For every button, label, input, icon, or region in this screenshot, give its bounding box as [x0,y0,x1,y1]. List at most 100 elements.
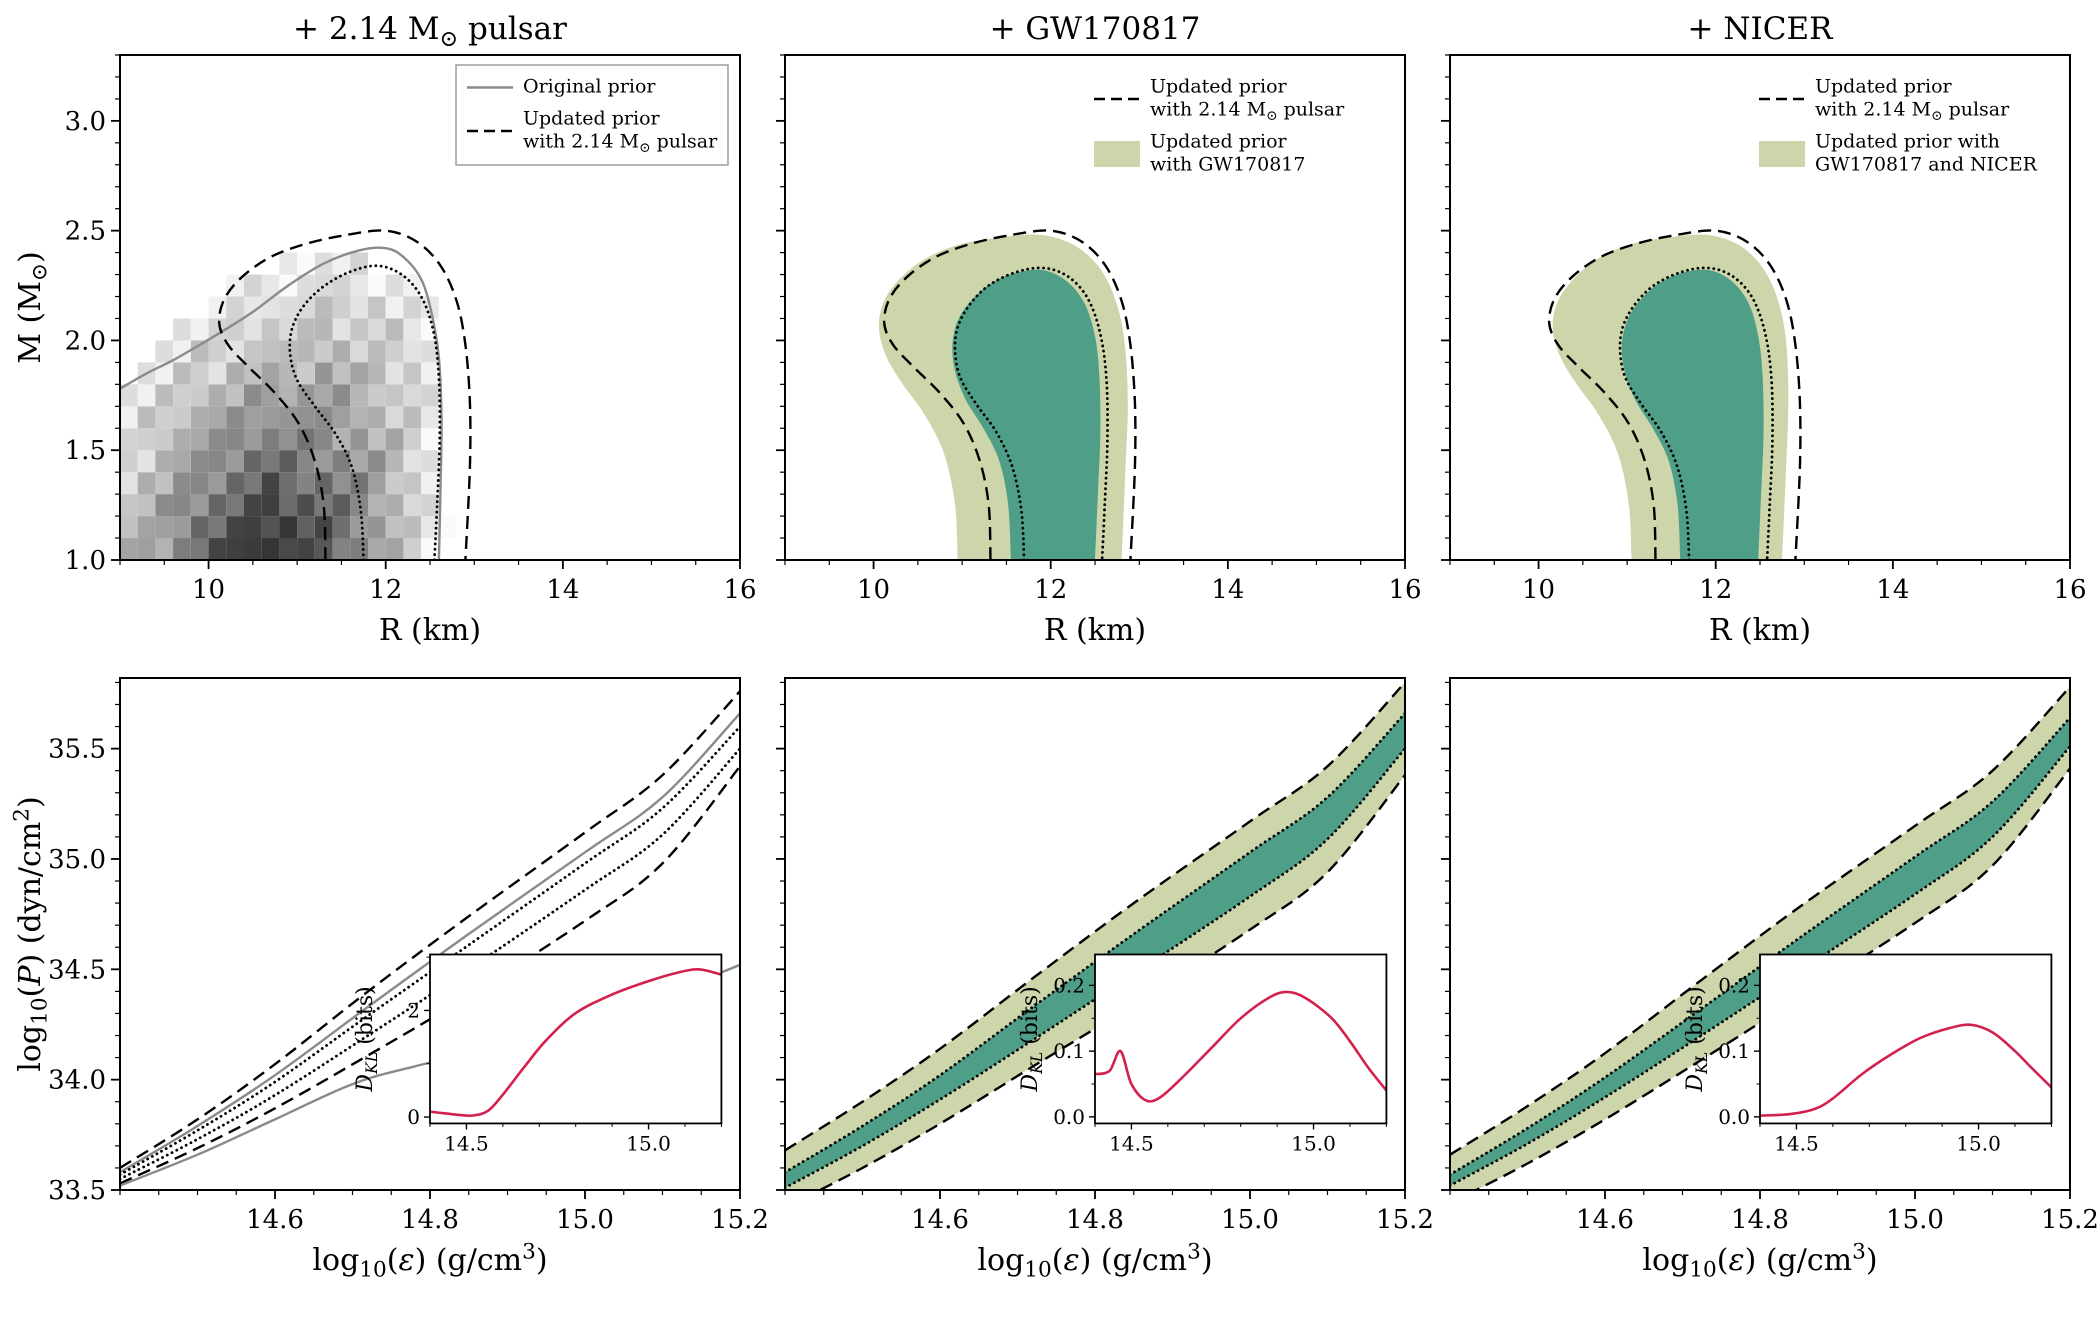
histogram-cell [244,494,262,517]
histogram-cell [208,362,227,385]
x-tick-label: 15.0 [556,1205,614,1235]
histogram-cell [261,384,280,407]
histogram-cell [279,340,298,363]
histogram-cell [421,450,439,473]
histogram-cell [314,428,333,451]
histogram-cell [385,406,404,429]
x-tick-label: 14 [546,575,579,605]
inset-background [430,954,722,1124]
credible-50-band [785,713,1405,1188]
histogram-cell [368,450,386,473]
y-tick-label: 34.0 [48,1066,106,1096]
panel-title: + GW170817 [990,11,1201,47]
histogram-cell [368,428,386,451]
x-tick-label: 15.2 [1376,1205,1434,1235]
histogram-cell [314,318,333,341]
x-tick-label: 12 [369,575,402,605]
histogram-cell [385,318,404,341]
histogram-cell [314,516,333,539]
histogram-cell [421,516,439,539]
histogram-cell [368,318,386,341]
histogram-cell [226,494,244,517]
histogram-cell [385,340,404,363]
legend-label: with 2.14 M⊙ pulsar [1150,99,1345,124]
inset-y-tick-label: 2 [407,998,420,1022]
histogram-cell [173,472,191,495]
inset-y-tick-label: 0 [407,1105,420,1129]
x-tick-label: 14.8 [401,1205,459,1235]
histogram-cell [279,406,298,429]
histogram-cell [261,406,280,429]
histogram-cell [385,516,404,539]
histogram-cell [297,450,315,473]
histogram-cell [350,384,368,407]
histogram-cell [350,472,368,495]
mass-radius-histogram [120,252,457,560]
x-tick-label: 15.2 [2041,1205,2099,1235]
x-tick-label: 15.2 [711,1205,769,1235]
histogram-cell [120,538,138,560]
inset-y-tick-label: 0.0 [1053,1105,1085,1129]
band-inner-lower-edge [1450,745,2070,1187]
inset-y-axis-label: DKL (bits) [1683,986,1711,1092]
histogram-cell [155,340,174,363]
histogram-cell [120,406,138,429]
histogram-cell [244,538,262,560]
histogram-cell [368,362,386,385]
histogram-cell [385,472,404,495]
histogram-cell [190,494,209,517]
histogram-cell [421,472,439,495]
histogram-cell [261,362,280,385]
panel-mr-pulsar: 10 12 14 16 1.0 1.5 2.0 2.5 3.0 + 2.14 M⊙ pulsar R… [13,11,757,648]
histogram-cell [421,406,439,429]
histogram-cell [297,340,315,363]
y-tick-label: 2.5 [65,217,106,247]
histogram-cell [368,516,386,539]
histogram-cell [297,406,315,429]
legend-label: GW170817 and NICER [1815,154,2038,176]
histogram-cell [332,406,351,429]
histogram-cell [137,428,156,451]
histogram-cell [244,274,262,297]
histogram-cell [137,472,156,495]
histogram-cell [332,516,351,539]
histogram-cell [403,318,422,341]
histogram-cell [368,494,386,517]
lower-50-dotted [120,747,740,1181]
histogram-cell [190,538,209,560]
histogram-cell [403,340,422,363]
histogram-cell [173,538,191,560]
histogram-cell [155,406,174,429]
histogram-cell [314,340,333,363]
histogram-cell [279,362,298,385]
histogram-cell [403,362,422,385]
histogram-cell [403,516,422,539]
x-tick-label: 12 [1699,575,1732,605]
histogram-cell [190,384,209,407]
histogram-cell [137,538,156,560]
histogram-cell [261,516,280,539]
histogram-cell [332,494,351,517]
histogram-cell [226,318,244,341]
histogram-cell [297,274,315,297]
histogram-cell [350,362,368,385]
histogram-cell [332,340,351,363]
histogram-cell [314,362,333,385]
histogram-cell [226,538,244,560]
histogram-cell [403,428,422,451]
dkl-curve [1095,990,1387,1103]
histogram-cell [279,318,298,341]
histogram-cell [120,450,138,473]
legend-label: with GW170817 [1150,154,1306,176]
band-outer-upper-edge [1450,685,2070,1156]
histogram-cell [244,406,262,429]
x-tick-label: 10 [1522,575,1555,605]
histogram-cell [208,340,227,363]
histogram-cell [226,450,244,473]
histogram-cell [332,384,351,407]
x-axis-label: R (km) [1044,613,1146,648]
inset-y-tick-label: 0.1 [1053,1039,1085,1063]
histogram-cell [173,318,191,341]
